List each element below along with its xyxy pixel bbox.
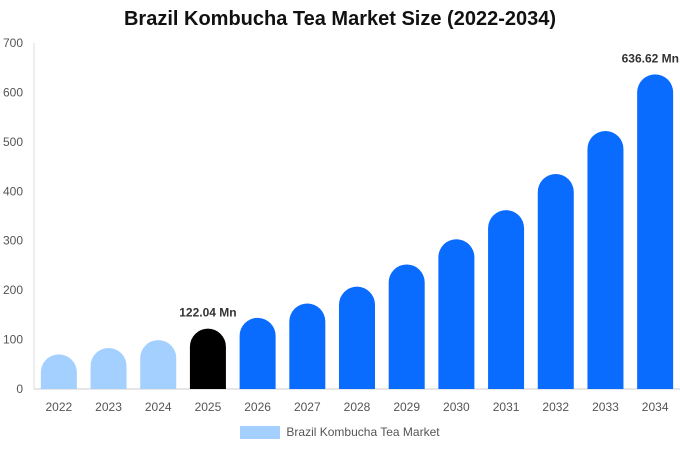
x-tick-label: 2026 bbox=[244, 400, 271, 414]
bar-2027 bbox=[289, 303, 326, 389]
x-tick-label: 2024 bbox=[145, 400, 172, 414]
bar-2029 bbox=[388, 264, 425, 389]
x-tick-label: 2029 bbox=[393, 400, 420, 414]
y-tick-label: 500 bbox=[3, 135, 23, 149]
y-tick-label: 200 bbox=[3, 283, 23, 297]
bar-2024 bbox=[140, 340, 177, 389]
bar-2032 bbox=[537, 173, 574, 389]
data-label: 636.62 Mn bbox=[622, 51, 679, 65]
x-tick-label: 2033 bbox=[592, 400, 619, 414]
y-tick-label: 0 bbox=[16, 382, 23, 396]
x-tick-label: 2023 bbox=[95, 400, 122, 414]
legend-label: Brazil Kombucha Tea Market bbox=[286, 425, 440, 439]
bar-2031 bbox=[488, 210, 525, 389]
x-tick-label: 2027 bbox=[294, 400, 321, 414]
bar-2025 bbox=[189, 328, 226, 389]
data-label: 122.04 Mn bbox=[179, 306, 236, 320]
bar-2034 bbox=[637, 74, 674, 390]
bar-2026 bbox=[239, 317, 276, 389]
y-tick-label: 300 bbox=[3, 234, 23, 248]
bar-2030 bbox=[438, 239, 475, 389]
bar-2033 bbox=[587, 130, 624, 390]
x-tick-label: 2030 bbox=[443, 400, 470, 414]
x-tick-label: 2025 bbox=[195, 400, 222, 414]
y-tick-label: 100 bbox=[3, 333, 23, 347]
legend-swatch bbox=[240, 425, 281, 439]
bar-2022 bbox=[40, 354, 77, 389]
x-tick-label: 2028 bbox=[344, 400, 371, 414]
x-tick-label: 2022 bbox=[45, 400, 72, 414]
chart-title: Brazil Kombucha Tea Market Size (2022-20… bbox=[123, 8, 557, 30]
legend: Brazil Kombucha Tea Market bbox=[0, 425, 680, 439]
x-tick-label: 2031 bbox=[493, 400, 520, 414]
y-tick-label: 700 bbox=[3, 36, 23, 50]
x-tick-label: 2032 bbox=[542, 400, 569, 414]
y-tick-label: 400 bbox=[3, 184, 23, 198]
y-tick-label: 600 bbox=[3, 85, 23, 99]
x-tick-label: 2034 bbox=[642, 400, 669, 414]
bar-2023 bbox=[90, 347, 127, 389]
bar-2028 bbox=[339, 286, 375, 389]
